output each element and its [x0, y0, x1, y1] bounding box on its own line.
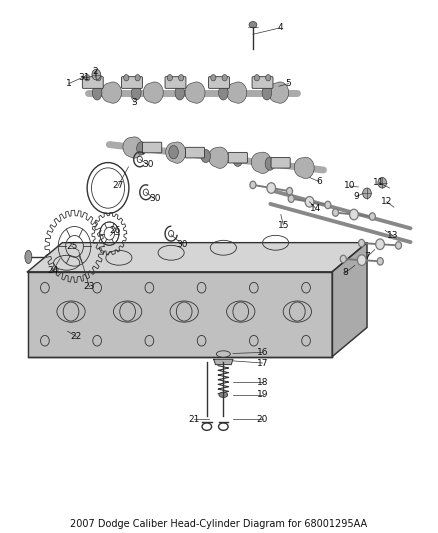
Text: 5: 5	[286, 79, 292, 88]
Circle shape	[267, 183, 276, 193]
Text: 19: 19	[257, 390, 268, 399]
FancyBboxPatch shape	[165, 77, 186, 88]
Text: 2: 2	[92, 67, 98, 76]
FancyBboxPatch shape	[271, 157, 290, 168]
Polygon shape	[332, 243, 367, 357]
Polygon shape	[102, 82, 121, 103]
Polygon shape	[227, 82, 247, 103]
Polygon shape	[268, 82, 289, 103]
Circle shape	[124, 75, 129, 81]
Polygon shape	[214, 359, 233, 365]
Circle shape	[378, 177, 387, 188]
Text: 10: 10	[344, 181, 355, 190]
Polygon shape	[294, 157, 314, 179]
Polygon shape	[123, 137, 143, 158]
Circle shape	[135, 75, 140, 81]
Circle shape	[96, 75, 101, 81]
Circle shape	[325, 201, 331, 208]
Circle shape	[250, 181, 256, 189]
Text: 9: 9	[353, 192, 359, 201]
Text: 7: 7	[364, 253, 370, 262]
Text: 30: 30	[143, 160, 154, 169]
Circle shape	[254, 75, 259, 81]
Circle shape	[340, 255, 346, 263]
Circle shape	[179, 75, 184, 81]
FancyBboxPatch shape	[208, 77, 230, 88]
Ellipse shape	[25, 251, 32, 264]
Ellipse shape	[131, 85, 141, 100]
Circle shape	[350, 209, 358, 220]
Circle shape	[332, 209, 339, 216]
Text: 14: 14	[310, 204, 321, 213]
Circle shape	[357, 255, 366, 265]
Ellipse shape	[92, 85, 102, 100]
Text: 31: 31	[78, 72, 90, 82]
Text: 11: 11	[374, 178, 385, 187]
Polygon shape	[143, 82, 163, 103]
Text: 22: 22	[71, 332, 82, 341]
FancyBboxPatch shape	[121, 77, 142, 88]
Text: 16: 16	[257, 348, 268, 357]
Ellipse shape	[201, 149, 211, 163]
Text: 17: 17	[257, 359, 268, 367]
Polygon shape	[185, 82, 205, 103]
FancyBboxPatch shape	[82, 77, 103, 88]
Text: 23: 23	[84, 282, 95, 291]
Ellipse shape	[219, 392, 228, 398]
Text: 6: 6	[316, 177, 322, 186]
Text: 12: 12	[381, 197, 392, 206]
Ellipse shape	[137, 142, 146, 155]
FancyBboxPatch shape	[228, 152, 247, 163]
Circle shape	[222, 75, 227, 81]
Text: 8: 8	[343, 268, 348, 277]
Text: 15: 15	[278, 221, 289, 230]
Text: 20: 20	[257, 415, 268, 424]
Circle shape	[305, 197, 314, 207]
Circle shape	[396, 241, 402, 249]
Circle shape	[376, 239, 385, 249]
Text: 27: 27	[112, 181, 124, 190]
Text: 13: 13	[387, 231, 399, 240]
Ellipse shape	[262, 85, 272, 100]
Circle shape	[85, 75, 90, 81]
Circle shape	[92, 69, 101, 80]
Text: 18: 18	[257, 377, 268, 386]
Circle shape	[167, 75, 173, 81]
Text: 25: 25	[66, 242, 78, 251]
Circle shape	[377, 257, 383, 265]
Text: 30: 30	[176, 240, 188, 249]
Ellipse shape	[265, 157, 275, 170]
Ellipse shape	[175, 85, 185, 100]
Text: 26: 26	[110, 226, 121, 235]
Circle shape	[359, 239, 364, 247]
Text: 4: 4	[277, 23, 283, 33]
Circle shape	[288, 195, 294, 203]
Text: 24: 24	[47, 266, 58, 275]
Ellipse shape	[219, 85, 228, 100]
Polygon shape	[28, 243, 367, 272]
Circle shape	[286, 188, 293, 195]
Text: 30: 30	[149, 194, 160, 203]
Circle shape	[369, 213, 375, 220]
Ellipse shape	[216, 351, 230, 357]
Text: 2007 Dodge Caliber Head-Cylinder Diagram for 68001295AA: 2007 Dodge Caliber Head-Cylinder Diagram…	[71, 519, 367, 529]
FancyBboxPatch shape	[143, 142, 162, 153]
Polygon shape	[166, 142, 186, 163]
Text: 3: 3	[131, 98, 137, 107]
FancyBboxPatch shape	[185, 147, 205, 158]
Polygon shape	[208, 147, 229, 168]
Text: 21: 21	[188, 415, 199, 424]
Circle shape	[265, 75, 271, 81]
FancyBboxPatch shape	[252, 77, 273, 88]
Text: 1: 1	[66, 79, 72, 88]
Ellipse shape	[169, 146, 178, 159]
Ellipse shape	[249, 21, 257, 28]
Polygon shape	[28, 272, 332, 357]
Polygon shape	[251, 152, 272, 173]
Circle shape	[363, 188, 371, 199]
Circle shape	[211, 75, 216, 81]
Ellipse shape	[233, 153, 243, 166]
